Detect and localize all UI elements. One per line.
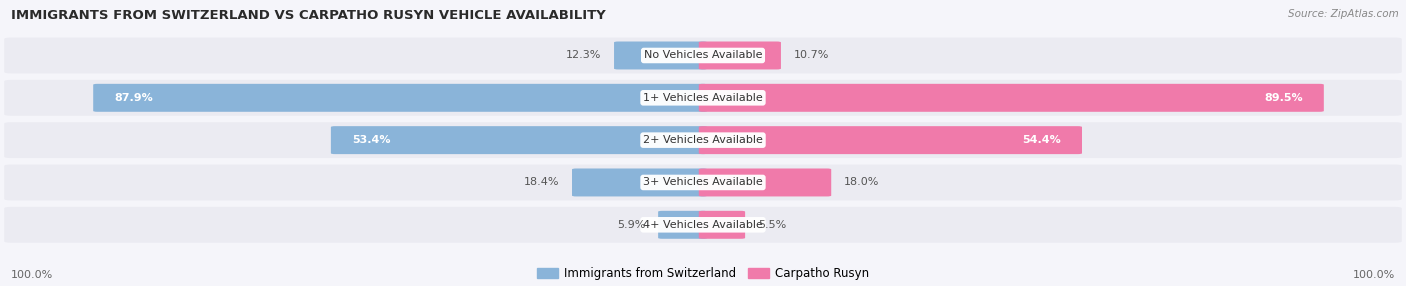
- Text: 5.9%: 5.9%: [617, 220, 645, 230]
- FancyBboxPatch shape: [4, 37, 1402, 74]
- Text: 100.0%: 100.0%: [11, 270, 53, 279]
- Text: 18.4%: 18.4%: [524, 178, 560, 187]
- FancyBboxPatch shape: [699, 211, 745, 239]
- FancyBboxPatch shape: [614, 41, 707, 69]
- FancyBboxPatch shape: [4, 80, 1402, 116]
- Text: 18.0%: 18.0%: [844, 178, 879, 187]
- FancyBboxPatch shape: [4, 164, 1402, 200]
- Text: 3+ Vehicles Available: 3+ Vehicles Available: [643, 178, 763, 187]
- Text: 4+ Vehicles Available: 4+ Vehicles Available: [643, 220, 763, 230]
- Text: 53.4%: 53.4%: [352, 135, 391, 145]
- Text: No Vehicles Available: No Vehicles Available: [644, 51, 762, 60]
- FancyBboxPatch shape: [658, 211, 707, 239]
- Text: IMMIGRANTS FROM SWITZERLAND VS CARPATHO RUSYN VEHICLE AVAILABILITY: IMMIGRANTS FROM SWITZERLAND VS CARPATHO …: [11, 9, 606, 21]
- FancyBboxPatch shape: [572, 168, 707, 196]
- FancyBboxPatch shape: [4, 122, 1402, 158]
- Text: 10.7%: 10.7%: [793, 51, 830, 60]
- FancyBboxPatch shape: [699, 126, 1083, 154]
- Text: 89.5%: 89.5%: [1264, 93, 1303, 103]
- FancyBboxPatch shape: [699, 84, 1324, 112]
- Text: 54.4%: 54.4%: [1022, 135, 1062, 145]
- FancyBboxPatch shape: [93, 84, 707, 112]
- Text: 5.5%: 5.5%: [758, 220, 786, 230]
- Legend: Immigrants from Switzerland, Carpatho Rusyn: Immigrants from Switzerland, Carpatho Ru…: [537, 267, 869, 280]
- FancyBboxPatch shape: [699, 168, 831, 196]
- Text: 100.0%: 100.0%: [1353, 270, 1395, 279]
- Text: 1+ Vehicles Available: 1+ Vehicles Available: [643, 93, 763, 103]
- FancyBboxPatch shape: [699, 41, 780, 69]
- FancyBboxPatch shape: [330, 126, 707, 154]
- Text: 12.3%: 12.3%: [567, 51, 602, 60]
- FancyBboxPatch shape: [4, 207, 1402, 243]
- Text: 87.9%: 87.9%: [114, 93, 153, 103]
- Text: Source: ZipAtlas.com: Source: ZipAtlas.com: [1288, 9, 1399, 19]
- Text: 2+ Vehicles Available: 2+ Vehicles Available: [643, 135, 763, 145]
